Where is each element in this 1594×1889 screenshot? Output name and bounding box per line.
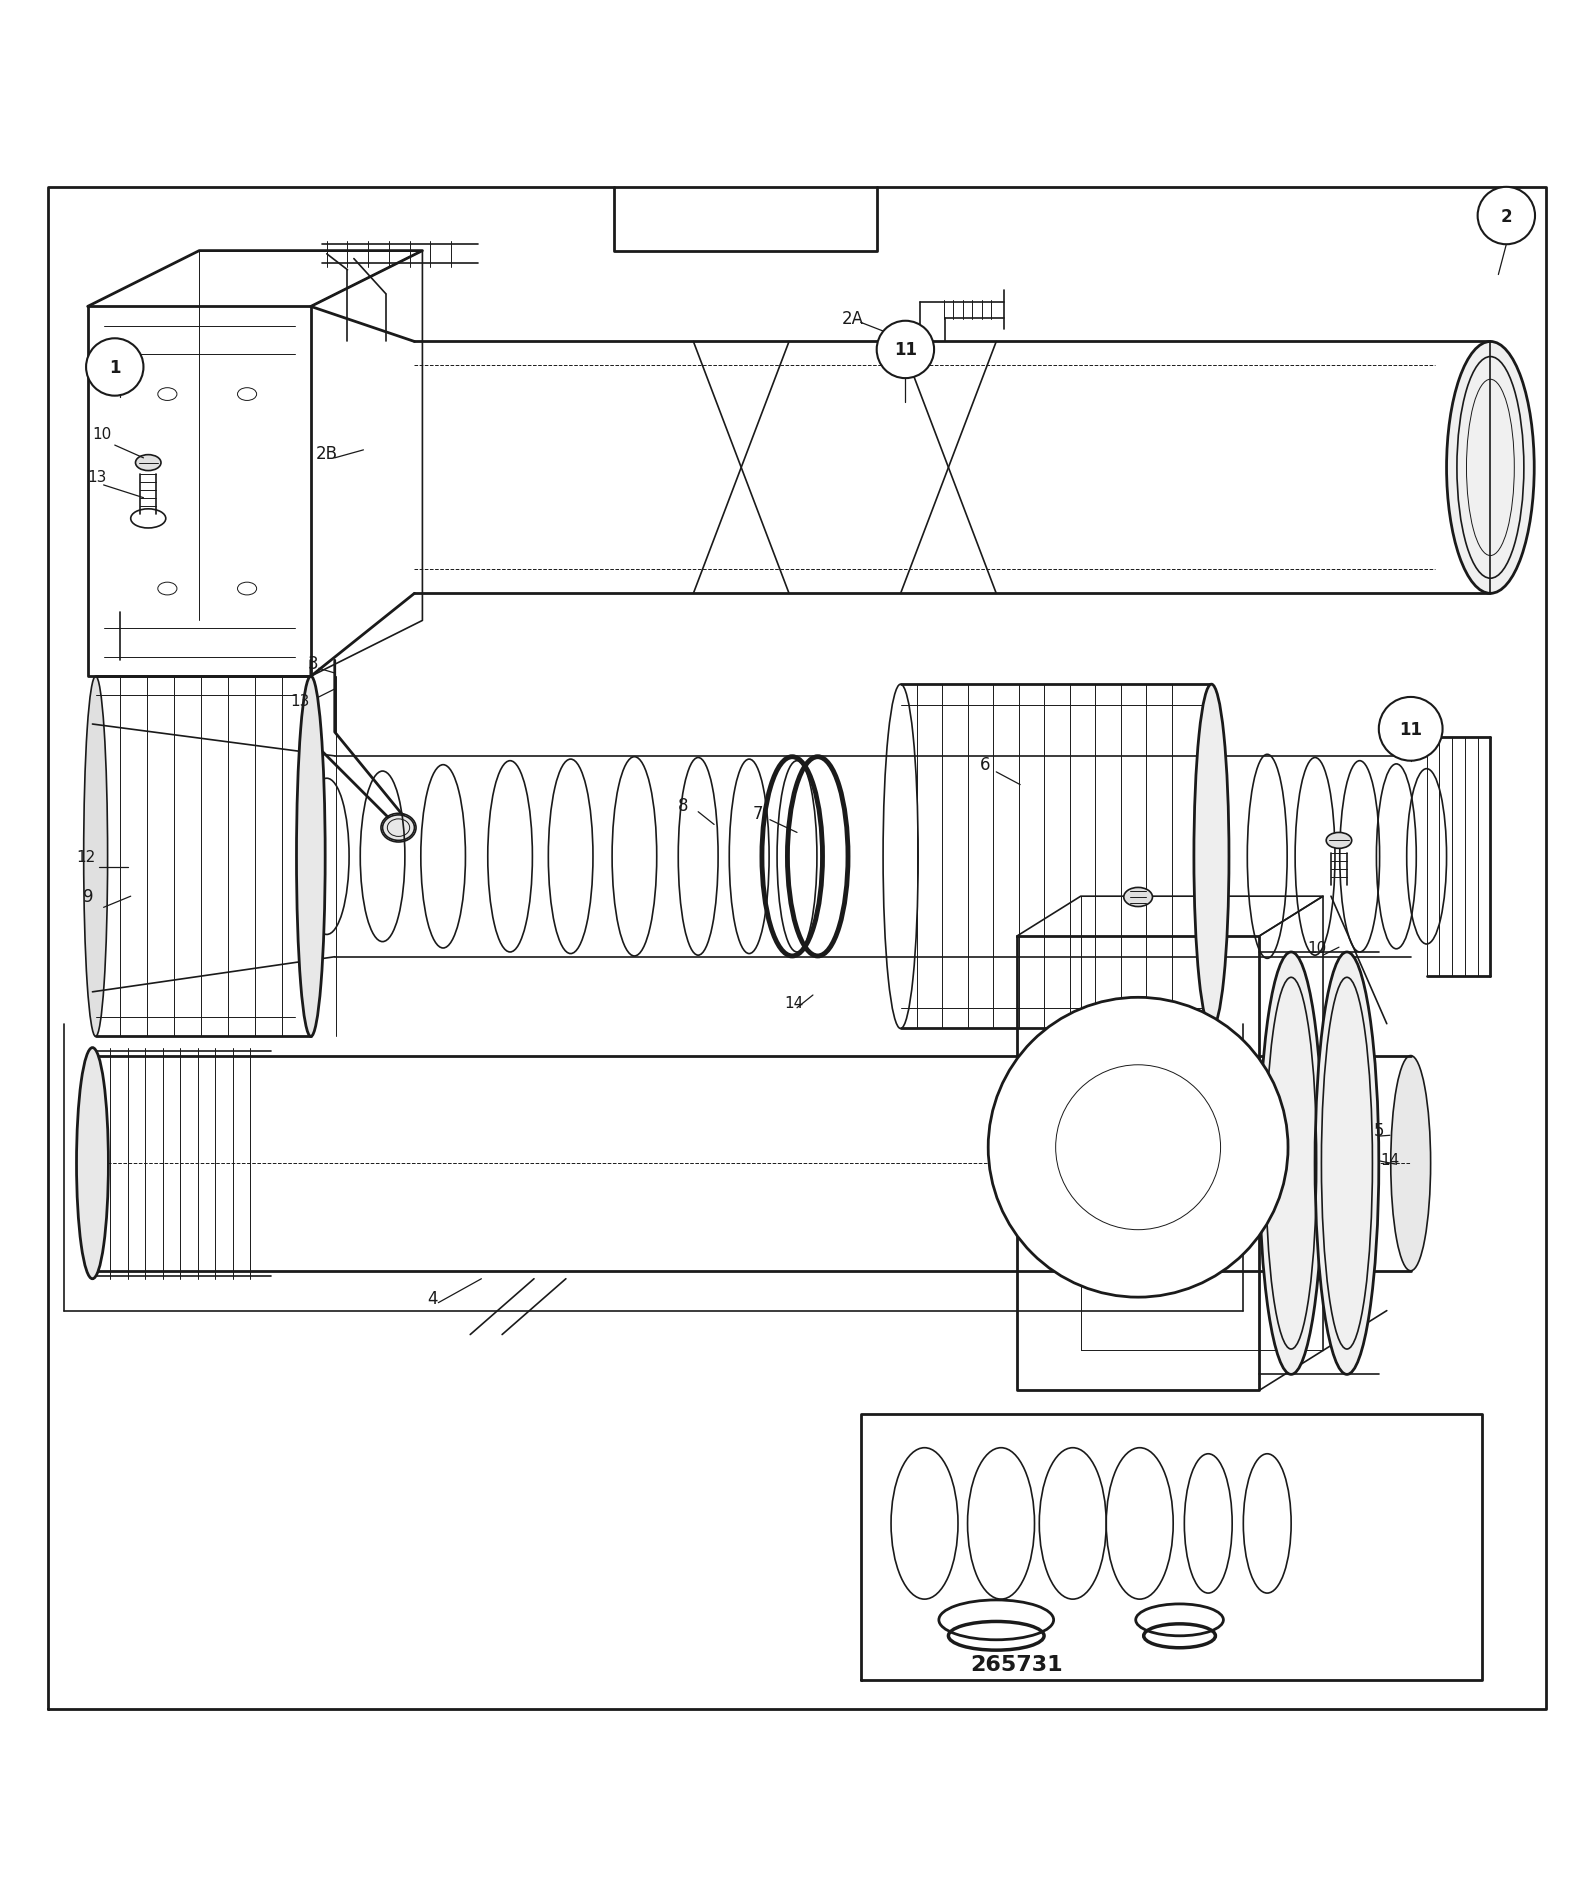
Circle shape: [1478, 187, 1535, 246]
Text: 11: 11: [894, 342, 917, 359]
Text: 12: 12: [77, 850, 96, 865]
Ellipse shape: [1194, 686, 1229, 1030]
Text: 10: 10: [1307, 941, 1326, 956]
Ellipse shape: [135, 455, 161, 472]
Text: 13: 13: [290, 693, 309, 708]
Text: 3: 3: [308, 655, 319, 672]
Text: 10: 10: [92, 427, 112, 442]
Circle shape: [988, 997, 1288, 1298]
Text: 8: 8: [677, 797, 689, 814]
Text: 5: 5: [1374, 1122, 1385, 1139]
Text: 2B: 2B: [316, 444, 338, 463]
Ellipse shape: [383, 816, 414, 841]
Text: 13: 13: [88, 470, 107, 485]
Ellipse shape: [1447, 342, 1533, 593]
Text: 14: 14: [784, 996, 803, 1011]
Ellipse shape: [1457, 357, 1524, 578]
Ellipse shape: [77, 1048, 108, 1279]
Ellipse shape: [84, 676, 108, 1037]
Text: 14: 14: [1380, 1152, 1400, 1167]
Text: 9: 9: [83, 888, 94, 905]
Text: 1: 1: [108, 359, 121, 376]
Text: 2: 2: [1500, 208, 1513, 225]
Ellipse shape: [1315, 952, 1379, 1375]
Circle shape: [877, 321, 934, 380]
Ellipse shape: [1259, 952, 1323, 1375]
Ellipse shape: [1124, 888, 1152, 907]
Text: 7: 7: [752, 805, 764, 824]
Text: 2A: 2A: [842, 310, 864, 327]
Text: 6: 6: [980, 756, 991, 773]
Ellipse shape: [1390, 1056, 1431, 1271]
Circle shape: [86, 340, 143, 397]
Ellipse shape: [296, 676, 325, 1037]
Text: 265731: 265731: [971, 1655, 1063, 1676]
Circle shape: [1379, 697, 1443, 761]
Text: 4: 4: [427, 1288, 438, 1307]
Ellipse shape: [1326, 833, 1352, 848]
Text: 11: 11: [1400, 720, 1422, 739]
